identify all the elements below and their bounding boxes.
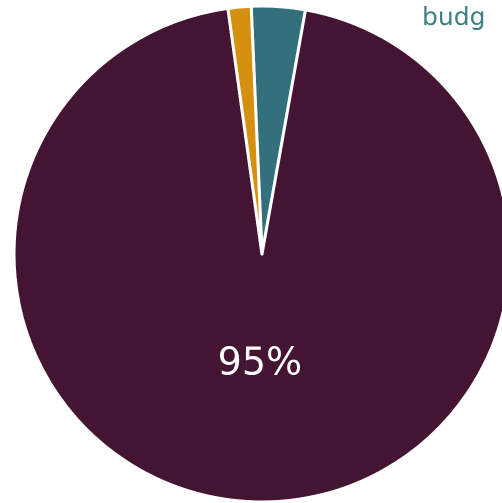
pie-slice-label-1: 95% bbox=[218, 340, 302, 384]
pie-labels: 95% bbox=[218, 340, 302, 384]
pie-slices bbox=[12, 4, 502, 503]
pie-slice-2 bbox=[226, 4, 264, 256]
pie-slice-1 bbox=[12, 6, 502, 503]
legend-entry-text: budg bbox=[422, 2, 485, 31]
